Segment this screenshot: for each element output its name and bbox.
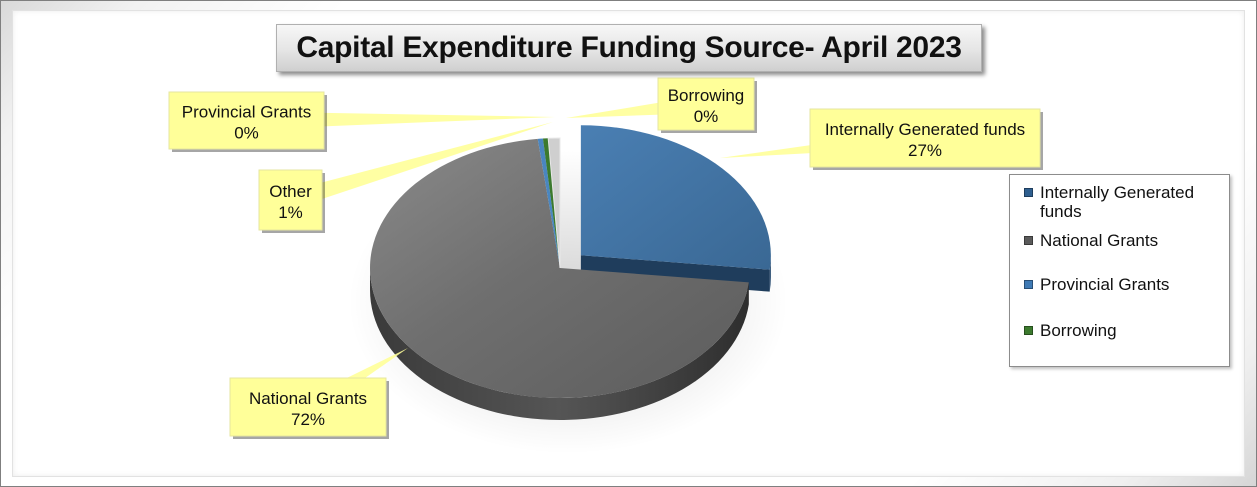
legend-swatch — [1024, 236, 1033, 245]
legend-swatch — [1024, 326, 1033, 335]
legend-item-internally-generated: Internally Generated funds — [1024, 183, 1225, 221]
data-label-value-borrowing: 0% — [694, 107, 719, 126]
pie-slice-side-internally-generated-funds — [769, 255, 771, 292]
legend-swatch — [1024, 280, 1033, 289]
data-label-value-national-grants: 72% — [291, 410, 325, 429]
callout-box-provincial-grants — [168, 91, 325, 150]
pie-slice-side-national-grants — [370, 268, 749, 421]
data-label-name-provincial-grants: Provincial Grants — [182, 103, 311, 122]
callout-leader-other — [287, 122, 553, 209]
legend-item-national-grants: National Grants — [1024, 231, 1225, 250]
callout-box-internally-generated-funds — [809, 108, 1041, 168]
data-label-name-internally-generated-funds: Internally Generated funds — [825, 120, 1025, 139]
data-label-value-other: 1% — [278, 203, 303, 222]
legend-label: National Grants — [1040, 231, 1159, 250]
pie-slice-provincial-grants — [537, 138, 560, 268]
chart-title: Capital Expenditure Funding Source- Apri… — [296, 31, 962, 64]
data-label-name-national-grants: National Grants — [249, 389, 367, 408]
chart-title-box: Capital Expenditure Funding Source- Apri… — [276, 24, 982, 72]
legend-item-borrowing: Borrowing — [1024, 321, 1225, 340]
chart-legend: Internally Generated funds National Gran… — [1009, 174, 1230, 367]
legend-swatch — [1024, 188, 1033, 197]
data-label-value-provincial-grants: 0% — [234, 124, 259, 143]
callout-box-borrowing — [657, 77, 755, 131]
callout-box-other — [258, 169, 323, 231]
pie-slice-other — [547, 137, 561, 269]
legend-label: Borrowing — [1040, 321, 1117, 340]
pie-slice-national-grants — [370, 138, 749, 399]
legend-item-provincial-grants: Provincial Grants — [1024, 275, 1225, 294]
data-label-value-internally-generated-funds: 27% — [908, 141, 942, 160]
pie-slice-internally-generated-funds — [580, 125, 771, 270]
data-label-name-borrowing: Borrowing — [668, 86, 745, 105]
callout-box-national-grants — [229, 377, 387, 437]
pie-slice-borrowing — [542, 138, 560, 268]
legend-label: Provincial Grants — [1040, 275, 1170, 294]
legend-label: Internally Generated funds — [1040, 183, 1195, 221]
data-label-name-other: Other — [269, 182, 312, 201]
